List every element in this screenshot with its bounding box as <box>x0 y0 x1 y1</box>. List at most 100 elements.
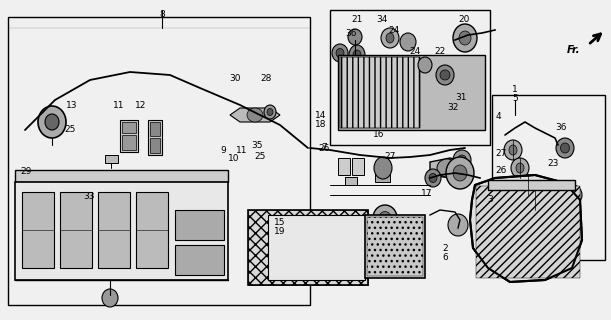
Bar <box>150 138 160 153</box>
Text: 29: 29 <box>21 167 32 176</box>
Bar <box>248 210 368 285</box>
Text: Fr.: Fr. <box>566 45 580 55</box>
Text: 2: 2 <box>442 244 448 253</box>
Ellipse shape <box>336 49 344 58</box>
Text: 21: 21 <box>352 15 363 24</box>
Ellipse shape <box>418 57 432 73</box>
Ellipse shape <box>453 24 477 52</box>
Ellipse shape <box>526 190 544 210</box>
Bar <box>248 210 368 285</box>
Bar <box>352 158 364 175</box>
Ellipse shape <box>448 214 468 236</box>
Ellipse shape <box>517 189 533 207</box>
Ellipse shape <box>440 70 450 80</box>
Ellipse shape <box>459 31 471 45</box>
Bar <box>150 122 160 136</box>
Ellipse shape <box>453 150 471 170</box>
Ellipse shape <box>458 155 467 165</box>
Bar <box>136 192 168 268</box>
Bar <box>60 192 92 268</box>
Text: 5: 5 <box>512 94 518 103</box>
Ellipse shape <box>379 212 391 225</box>
Text: 35: 35 <box>251 141 262 150</box>
Ellipse shape <box>437 159 457 177</box>
Polygon shape <box>230 108 280 122</box>
Ellipse shape <box>267 108 273 116</box>
Bar <box>122 122 136 133</box>
Ellipse shape <box>519 175 537 195</box>
Text: 27: 27 <box>384 152 395 161</box>
Text: 25: 25 <box>65 125 76 134</box>
Text: 16: 16 <box>373 130 384 139</box>
Text: 17: 17 <box>421 189 432 198</box>
Bar <box>492 95 605 260</box>
Ellipse shape <box>568 190 577 200</box>
Ellipse shape <box>524 180 532 190</box>
Ellipse shape <box>511 158 529 178</box>
Ellipse shape <box>332 44 348 62</box>
Bar <box>330 10 490 145</box>
Text: 3: 3 <box>488 196 494 204</box>
Ellipse shape <box>353 50 361 60</box>
Bar <box>268 215 365 280</box>
Text: 19: 19 <box>274 228 285 236</box>
Ellipse shape <box>348 29 362 45</box>
Bar <box>98 192 130 268</box>
Text: 26: 26 <box>496 166 507 175</box>
Text: 11: 11 <box>114 101 125 110</box>
Ellipse shape <box>45 114 59 130</box>
Text: 1: 1 <box>512 85 518 94</box>
Text: 32: 32 <box>448 103 459 112</box>
Text: 9: 9 <box>220 146 226 155</box>
Text: 10: 10 <box>229 154 240 163</box>
Ellipse shape <box>556 138 574 158</box>
Bar <box>338 158 350 175</box>
Ellipse shape <box>264 105 276 119</box>
Bar <box>476 186 580 278</box>
Ellipse shape <box>436 65 454 85</box>
Text: 20: 20 <box>459 15 470 24</box>
Text: 14: 14 <box>315 111 326 120</box>
Polygon shape <box>470 175 582 282</box>
Text: 26: 26 <box>318 144 329 153</box>
Ellipse shape <box>564 185 582 205</box>
Text: 30: 30 <box>230 74 241 83</box>
Ellipse shape <box>516 163 524 173</box>
Bar <box>22 192 54 268</box>
Bar <box>340 57 420 128</box>
Bar <box>338 55 485 130</box>
Ellipse shape <box>425 169 441 187</box>
Text: 23: 23 <box>547 159 558 168</box>
Polygon shape <box>15 170 228 182</box>
Ellipse shape <box>349 45 365 65</box>
Ellipse shape <box>531 195 539 205</box>
Text: 11: 11 <box>236 146 247 155</box>
Bar <box>15 182 228 280</box>
Ellipse shape <box>18 181 42 209</box>
Ellipse shape <box>247 108 263 122</box>
Text: 4: 4 <box>495 112 501 121</box>
Ellipse shape <box>374 157 392 179</box>
Ellipse shape <box>527 206 543 224</box>
Text: 36: 36 <box>346 29 357 38</box>
Text: 6: 6 <box>442 253 448 262</box>
Text: 12: 12 <box>135 101 146 110</box>
Text: 27: 27 <box>496 149 507 158</box>
Bar <box>122 135 136 150</box>
Bar <box>175 210 224 240</box>
Bar <box>340 57 420 128</box>
Bar <box>8 17 310 305</box>
Ellipse shape <box>534 205 552 225</box>
Ellipse shape <box>560 143 569 153</box>
Text: 36: 36 <box>555 124 566 132</box>
Text: 18: 18 <box>315 120 326 129</box>
Bar <box>488 180 575 190</box>
Text: 28: 28 <box>260 74 271 83</box>
Bar <box>375 172 390 182</box>
Ellipse shape <box>509 145 517 155</box>
Ellipse shape <box>504 140 522 160</box>
Bar <box>120 120 138 152</box>
Text: 25: 25 <box>254 152 265 161</box>
Ellipse shape <box>24 188 36 202</box>
Bar <box>148 120 162 155</box>
